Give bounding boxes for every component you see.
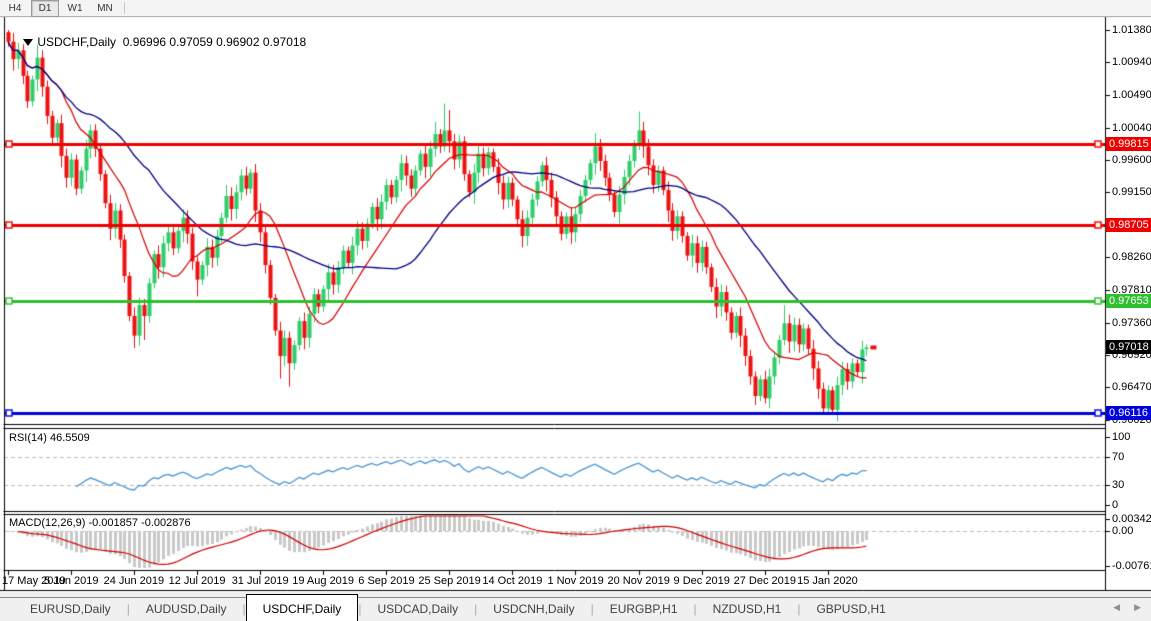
price-axis-label: 0.99600 xyxy=(1112,153,1151,166)
price-axis-label: 1.00490 xyxy=(1112,88,1151,101)
price-axis-label: 1.00040 xyxy=(1112,121,1151,134)
rsi-axis-label: 100 xyxy=(1112,431,1131,443)
timeframe-button-w1[interactable]: W1 xyxy=(67,2,83,14)
tab-eurusd-daily[interactable]: EURUSD,Daily xyxy=(30,602,111,616)
macd-axis-label: -0.007615 xyxy=(1112,560,1151,572)
tab-scroll-arrows: ◀ ▶ xyxy=(1113,601,1141,613)
chart-title: USDCHF,Daily 0.96996 0.97059 0.96902 0.9… xyxy=(10,21,306,63)
tab-separator: | xyxy=(242,602,246,616)
chart-canvas[interactable] xyxy=(0,0,1151,592)
date-label: 14 Oct 2019 xyxy=(482,575,543,587)
timeframe-button-h4[interactable]: H4 xyxy=(8,2,22,14)
price-tag: 0.97653 xyxy=(1106,294,1151,309)
date-label: 25 Sep 2019 xyxy=(418,575,481,587)
tab-separator: | xyxy=(126,602,130,616)
chart-title-spacer xyxy=(116,35,123,49)
tab-eurgbp-h1[interactable]: EURGBP,H1 xyxy=(609,602,678,616)
date-label: 5 Jun 2019 xyxy=(44,575,99,587)
price-tag: 0.98705 xyxy=(1106,217,1151,232)
tab-usdcnh-daily[interactable]: USDCNH,Daily xyxy=(493,602,575,616)
chart-tab-strip: EURUSD,Daily | AUDUSD,Daily | USDCHF,Daily | U… xyxy=(0,594,1151,621)
price-tag: 0.96116 xyxy=(1106,406,1151,421)
tab-separator: | xyxy=(358,602,362,616)
chart-title-ohlc: 0.96996 0.97059 0.96902 0.97018 xyxy=(122,35,307,49)
tab-separator: | xyxy=(590,602,594,616)
price-axis-label: 0.99150 xyxy=(1112,186,1151,199)
price-tag: 0.97018 xyxy=(1106,340,1151,355)
date-label: 20 Nov 2019 xyxy=(607,575,670,587)
tab-scroll-right-icon[interactable]: ▶ xyxy=(1134,602,1141,612)
tab-audusd-daily[interactable]: AUDUSD,Daily xyxy=(145,602,227,616)
timeframe-button-d1[interactable]: D1 xyxy=(31,0,59,17)
price-axis-label: 0.98260 xyxy=(1112,251,1151,264)
rsi-indicator-label: RSI(14) 46.5509 xyxy=(9,432,90,444)
date-label: 12 Jul 2019 xyxy=(168,575,226,587)
date-label: 31 Jul 2019 xyxy=(231,575,289,587)
tab-scroll-left-icon[interactable]: ◀ xyxy=(1113,602,1121,612)
timeframe-button-mn[interactable]: MN xyxy=(97,2,113,14)
date-label: 6 Sep 2019 xyxy=(358,575,415,587)
price-axis-label: 1.00940 xyxy=(1112,56,1151,69)
symbol-dropdown-icon[interactable] xyxy=(23,39,34,47)
rsi-axis-label: 30 xyxy=(1112,478,1125,491)
date-label: 27 Dec 2019 xyxy=(733,575,796,587)
price-axis-label: 0.97810 xyxy=(1112,283,1151,296)
price-axis-label: 0.96470 xyxy=(1112,381,1151,394)
price-axis-label: 0.97360 xyxy=(1112,316,1151,329)
date-label: 17 May 2019 xyxy=(2,575,66,587)
tab-separator: | xyxy=(474,602,478,616)
chart-title-symbol: USDCHF,Daily xyxy=(37,35,117,49)
tab-separator: | xyxy=(797,602,801,616)
macd-axis-label: 0.003428 xyxy=(1112,513,1151,525)
tab-gbpusd-h1[interactable]: GBPUSD,H1 xyxy=(816,602,886,616)
date-label: 19 Aug 2019 xyxy=(292,575,355,587)
price-axis-label: 1.01380 xyxy=(1112,24,1151,36)
tab-usdchf-daily[interactable]: USDCHF,Daily xyxy=(245,594,359,621)
date-label: 9 Dec 2019 xyxy=(673,575,730,587)
date-label: 15 Jan 2020 xyxy=(797,575,858,587)
macd-axis-label: 0.00 xyxy=(1112,525,1134,537)
tab-separator: | xyxy=(693,602,697,616)
price-tag: 0.99815 xyxy=(1106,136,1151,151)
macd-indicator-label: MACD(12,26,9) -0.001857 -0.002876 xyxy=(9,517,191,529)
date-label: 1 Nov 2019 xyxy=(547,575,604,587)
timeframe-toolbar: H4 D1 W1 MN xyxy=(0,0,1151,17)
rsi-axis-label: 0 xyxy=(1112,499,1119,511)
tab-usdcad-daily[interactable]: USDCAD,Daily xyxy=(377,602,459,616)
chart-tab-bar: EURUSD,Daily | AUDUSD,Daily | USDCHF,Daily | U… xyxy=(0,592,1151,621)
tab-nzdusd-h1[interactable]: NZDUSD,H1 xyxy=(712,602,782,616)
toolbar-separator xyxy=(124,2,125,14)
rsi-axis-label: 70 xyxy=(1112,451,1125,464)
date-label: 24 Jun 2019 xyxy=(103,575,165,587)
